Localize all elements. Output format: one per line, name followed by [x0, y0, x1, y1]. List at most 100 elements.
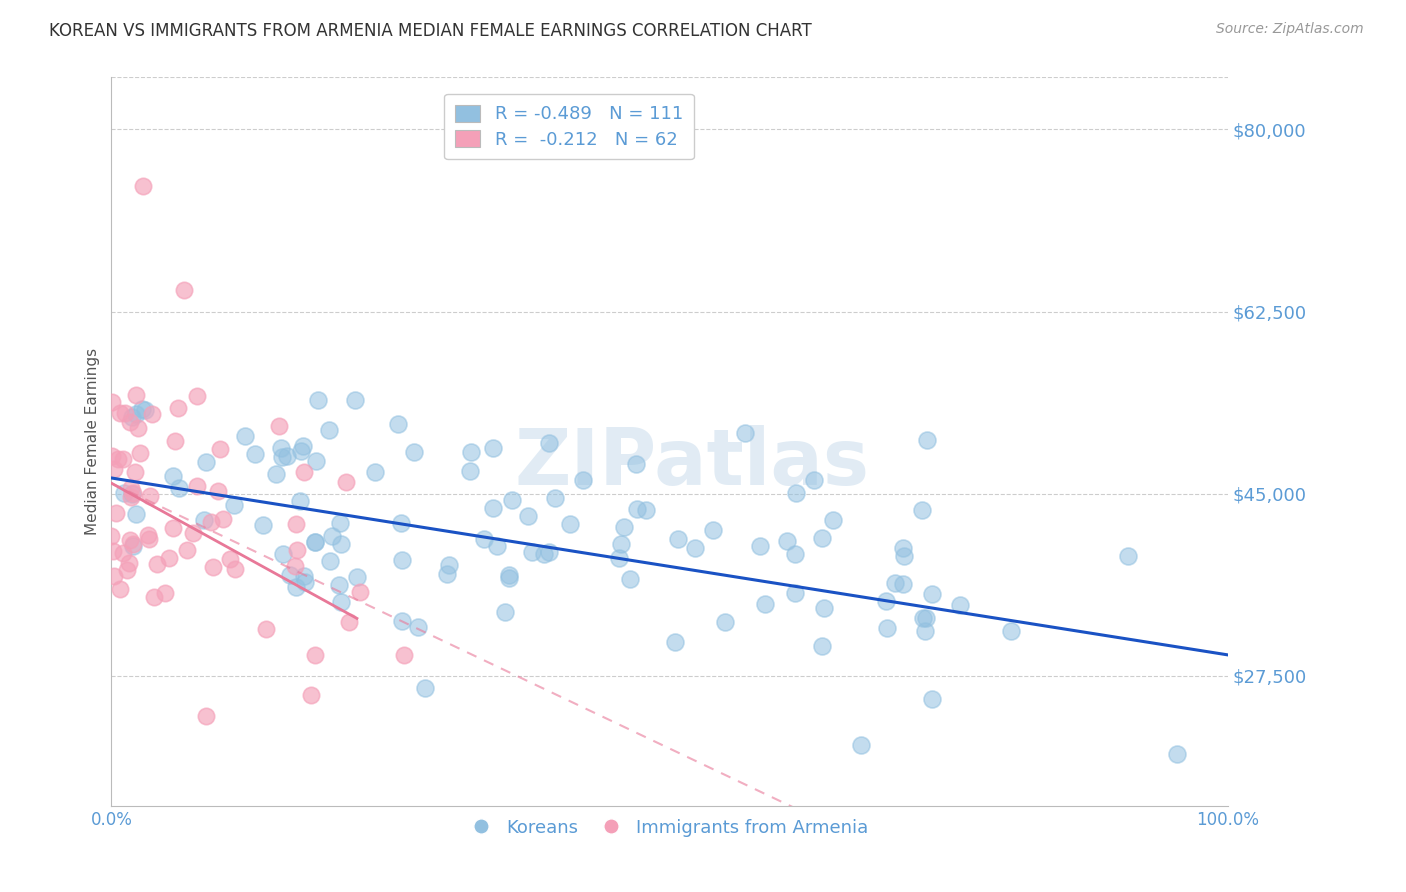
Point: [346, 569, 368, 583]
Point: [876, 621, 898, 635]
Point: [911, 611, 934, 625]
Point: [129, 446, 152, 460]
Point: [120, 481, 142, 495]
Point: [349, 585, 371, 599]
Point: [194, 709, 217, 723]
Point: [482, 441, 505, 455]
Point: [110, 582, 132, 597]
Point: [328, 578, 350, 592]
Legend: Koreans, Immigrants from Armenia: Koreans, Immigrants from Armenia: [463, 812, 876, 844]
Point: [290, 443, 312, 458]
Point: [626, 502, 648, 516]
Point: [264, 467, 287, 481]
Point: [810, 531, 832, 545]
Point: [304, 648, 326, 663]
Point: [139, 489, 162, 503]
Point: [785, 585, 807, 599]
Point: [110, 406, 132, 420]
Point: [112, 451, 135, 466]
Point: [111, 546, 134, 560]
Point: [891, 541, 914, 555]
Point: [270, 441, 292, 455]
Point: [1166, 747, 1188, 761]
Point: [212, 511, 235, 525]
Text: KOREAN VS IMMIGRANTS FROM ARMENIA MEDIAN FEMALE EARNINGS CORRELATION CHART: KOREAN VS IMMIGRANTS FROM ARMENIA MEDIAN…: [49, 22, 811, 40]
Point: [344, 392, 367, 407]
Point: [186, 479, 208, 493]
Point: [142, 590, 165, 604]
Point: [520, 545, 543, 559]
Point: [538, 544, 561, 558]
Point: [914, 624, 936, 639]
Point: [304, 534, 326, 549]
Point: [299, 688, 322, 702]
Point: [949, 599, 972, 613]
Point: [162, 469, 184, 483]
Point: [121, 539, 143, 553]
Point: [141, 407, 163, 421]
Point: [619, 573, 641, 587]
Point: [224, 562, 246, 576]
Point: [501, 493, 523, 508]
Point: [915, 434, 938, 448]
Point: [1116, 549, 1139, 564]
Point: [813, 601, 835, 615]
Point: [474, 532, 496, 546]
Y-axis label: Median Female Earnings: Median Female Earnings: [86, 348, 100, 535]
Point: [803, 473, 825, 487]
Point: [875, 593, 897, 607]
Point: [436, 566, 458, 581]
Point: [610, 537, 633, 551]
Point: [124, 388, 146, 402]
Point: [404, 445, 426, 459]
Point: [283, 558, 305, 573]
Point: [276, 449, 298, 463]
Point: [101, 395, 124, 409]
Point: [776, 534, 799, 549]
Point: [364, 466, 387, 480]
Point: [163, 434, 186, 448]
Point: [337, 615, 360, 629]
Point: [883, 576, 905, 591]
Point: [285, 542, 308, 557]
Point: [136, 527, 159, 541]
Point: [893, 549, 915, 563]
Point: [291, 439, 314, 453]
Text: Source: ZipAtlas.com: Source: ZipAtlas.com: [1216, 22, 1364, 37]
Point: [624, 458, 647, 472]
Point: [138, 533, 160, 547]
Point: [153, 586, 176, 600]
Point: [392, 648, 415, 662]
Point: [104, 507, 127, 521]
Point: [101, 544, 124, 558]
Point: [319, 554, 342, 568]
Point: [176, 542, 198, 557]
Point: [387, 417, 409, 431]
Point: [100, 529, 122, 543]
Point: [131, 402, 153, 417]
Point: [125, 407, 148, 421]
Point: [304, 534, 326, 549]
Point: [285, 580, 308, 594]
Point: [754, 597, 776, 611]
Point: [118, 533, 141, 547]
Point: [112, 486, 135, 500]
Point: [785, 486, 807, 500]
Point: [131, 179, 153, 194]
Point: [305, 454, 328, 468]
Point: [486, 539, 509, 553]
Point: [122, 486, 145, 500]
Point: [107, 451, 129, 466]
Point: [219, 552, 242, 566]
Point: [186, 389, 208, 403]
Point: [734, 426, 756, 441]
Point: [120, 415, 142, 429]
Point: [482, 500, 505, 515]
Point: [243, 447, 266, 461]
Point: [823, 513, 845, 527]
Point: [891, 577, 914, 591]
Point: [222, 498, 245, 512]
Point: [517, 508, 540, 523]
Point: [558, 517, 581, 532]
Point: [127, 421, 149, 435]
